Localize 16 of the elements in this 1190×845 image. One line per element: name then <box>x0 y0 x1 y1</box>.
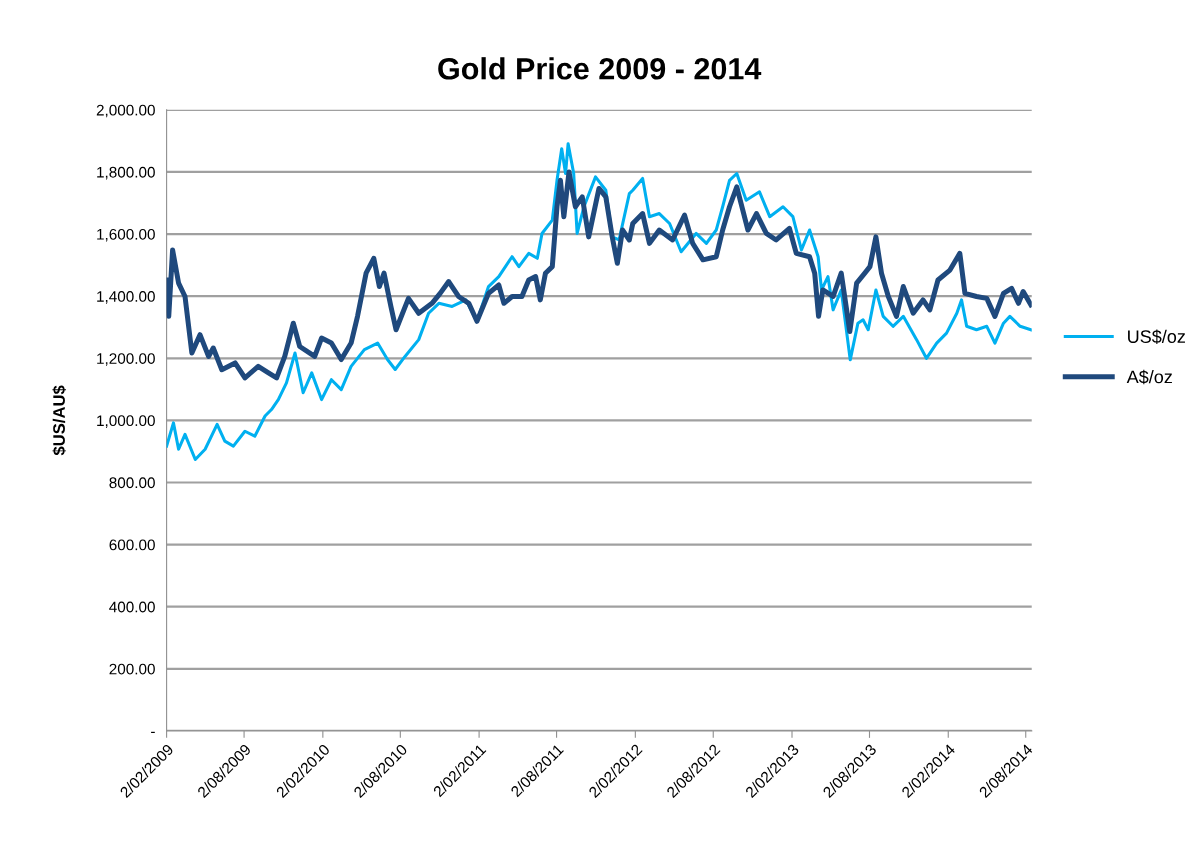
y-tick-label: 400.00 <box>109 601 155 613</box>
legend-label: A$/oz <box>1126 369 1172 385</box>
y-tick-label: 1,200.00 <box>97 353 155 366</box>
y-tick-label: 200.00 <box>109 663 155 675</box>
y-tick-label: 1,000.00 <box>97 415 155 428</box>
legend-label: US$/oz <box>1128 329 1185 345</box>
y-tick-label: 1,400.00 <box>97 291 155 304</box>
y-tick-label: 600.00 <box>109 539 155 551</box>
y-tick-label: 1,800.00 <box>97 166 155 180</box>
y-tick-label: 1,600.00 <box>97 228 155 242</box>
chart-title: Gold Price 2009 - 2014 <box>438 57 762 80</box>
y-tick-label: 2,000.00 <box>96 104 155 118</box>
y-tick-label: 800.00 <box>109 477 155 489</box>
y-tick-label: - <box>151 731 155 733</box>
line-series <box>166 142 1032 462</box>
y-axis-title: $US/AU$ <box>52 385 67 456</box>
